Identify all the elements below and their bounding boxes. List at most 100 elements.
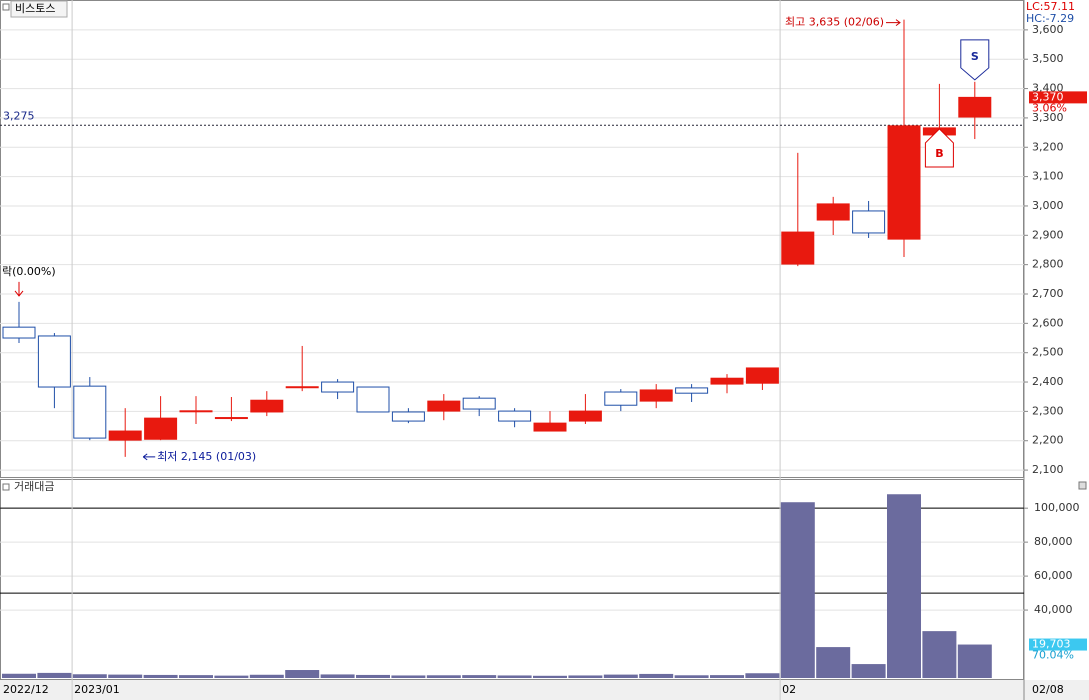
volume-bar (497, 675, 532, 678)
volume-bar (391, 675, 426, 678)
y-tick-label: 80,000 (1034, 535, 1073, 548)
pane-icon (2, 483, 10, 491)
y-tick-label: 2,700 (1032, 287, 1064, 300)
last-price-tag (1029, 91, 1087, 104)
ex-label: 락(0.00%) (2, 265, 56, 278)
volume-bar (285, 670, 320, 678)
sell-signal-box (960, 39, 990, 81)
buy-signal: B (935, 147, 943, 160)
candle-body (816, 203, 850, 221)
candle-body (2, 326, 36, 339)
candle-body (533, 422, 567, 432)
y-tick-label: 2,400 (1032, 375, 1064, 388)
volume-bar (320, 674, 355, 678)
y-tick-label: 3,200 (1032, 140, 1064, 153)
buy-signal-box (924, 128, 954, 168)
last-volume-label: 19,703 (1032, 638, 1071, 651)
y-tick-label: 3,600 (1032, 23, 1064, 36)
pane-icon (2, 3, 10, 11)
candle-body (675, 387, 709, 394)
x-tick-label: 02/08 (1032, 683, 1064, 696)
y-tick-label: 2,100 (1032, 463, 1064, 476)
volume-bar (780, 502, 815, 678)
y-tick-label: 3,400 (1032, 82, 1064, 95)
x-tick-label: 02 (782, 683, 796, 696)
volume-bar (639, 673, 674, 678)
candle-body (462, 397, 496, 410)
lc-label: LC:57.11 (1026, 0, 1075, 13)
candle-body (427, 400, 461, 412)
volume-bar (356, 674, 390, 678)
candle-body (498, 410, 532, 422)
candle-body (745, 367, 779, 384)
y-tick-label: 2,900 (1032, 228, 1064, 241)
candle-body (214, 417, 248, 420)
last-volume-ratio: 70.04% (1032, 649, 1074, 662)
volume-bar (72, 674, 107, 678)
volume-bar (674, 675, 709, 678)
candle-body (37, 335, 71, 388)
title: 비스토스 (15, 2, 55, 15)
volume-bar (957, 644, 992, 678)
volume-bar (426, 675, 461, 678)
candle-body (250, 399, 284, 413)
volume-bar (568, 675, 603, 678)
volume-bar (816, 647, 851, 678)
candle-body (568, 410, 602, 422)
reference-label: 3,275 (3, 109, 35, 122)
high-label: 최고 3,635 (02/06) (785, 16, 884, 29)
y-tick-label: 2,600 (1032, 316, 1064, 329)
y-tick-label: 3,100 (1032, 170, 1064, 183)
volume-bar (745, 673, 780, 678)
volume-bar (710, 675, 744, 678)
y-tick-label: 60,000 (1034, 569, 1073, 582)
volume-title: 거래대금 (14, 480, 54, 493)
volume-bar (143, 674, 178, 678)
volume-bar (179, 675, 213, 678)
volume-bar (2, 673, 36, 678)
y-tick-label: 100,000 (1034, 501, 1080, 514)
volume-bar (37, 672, 72, 678)
volume-bar (533, 675, 567, 678)
last-volume-tag (1029, 638, 1087, 651)
candle-body (285, 386, 319, 389)
last-price-label: 3,370 (1032, 90, 1064, 103)
y-tick-label: 3,500 (1032, 52, 1064, 65)
volume-bar (214, 675, 249, 678)
low-arrow (142, 453, 156, 461)
y-tick-label: 3,000 (1032, 199, 1064, 212)
ex-arrow (14, 281, 24, 297)
volume-bar (462, 675, 497, 678)
y-tick-label: 3,300 (1032, 111, 1064, 124)
volume-bar (603, 674, 638, 678)
x-tick-label: 2022/12 (3, 683, 49, 696)
y-tick-label: 2,200 (1032, 434, 1064, 447)
volume-bar (922, 631, 957, 678)
title-box (10, 0, 68, 18)
volume-bar (851, 664, 886, 678)
hc-label: HC:-7.29 (1026, 12, 1074, 25)
low-label: 최저 2,145 (01/03) (157, 450, 256, 463)
candle-body (852, 210, 886, 234)
candle-body (73, 385, 107, 439)
candle-body (887, 125, 921, 240)
candle-body (321, 381, 355, 393)
y-tick-label: 2,300 (1032, 404, 1064, 417)
sell-signal: S (971, 50, 979, 63)
candle-body (710, 377, 744, 385)
volume-bar (249, 674, 284, 678)
candle-body (144, 417, 178, 440)
candle-body (108, 430, 142, 441)
pane-button[interactable] (1078, 481, 1087, 490)
candle-body (179, 410, 213, 413)
candle-body (781, 231, 815, 265)
candle-body (356, 386, 390, 413)
x-tick-label: 2023/01 (74, 683, 120, 696)
y-tick-label: 40,000 (1034, 603, 1073, 616)
candle-body (958, 96, 992, 118)
candle-body (391, 411, 425, 422)
y-tick-label: 2,800 (1032, 258, 1064, 271)
y-tick-label: 2,500 (1032, 346, 1064, 359)
